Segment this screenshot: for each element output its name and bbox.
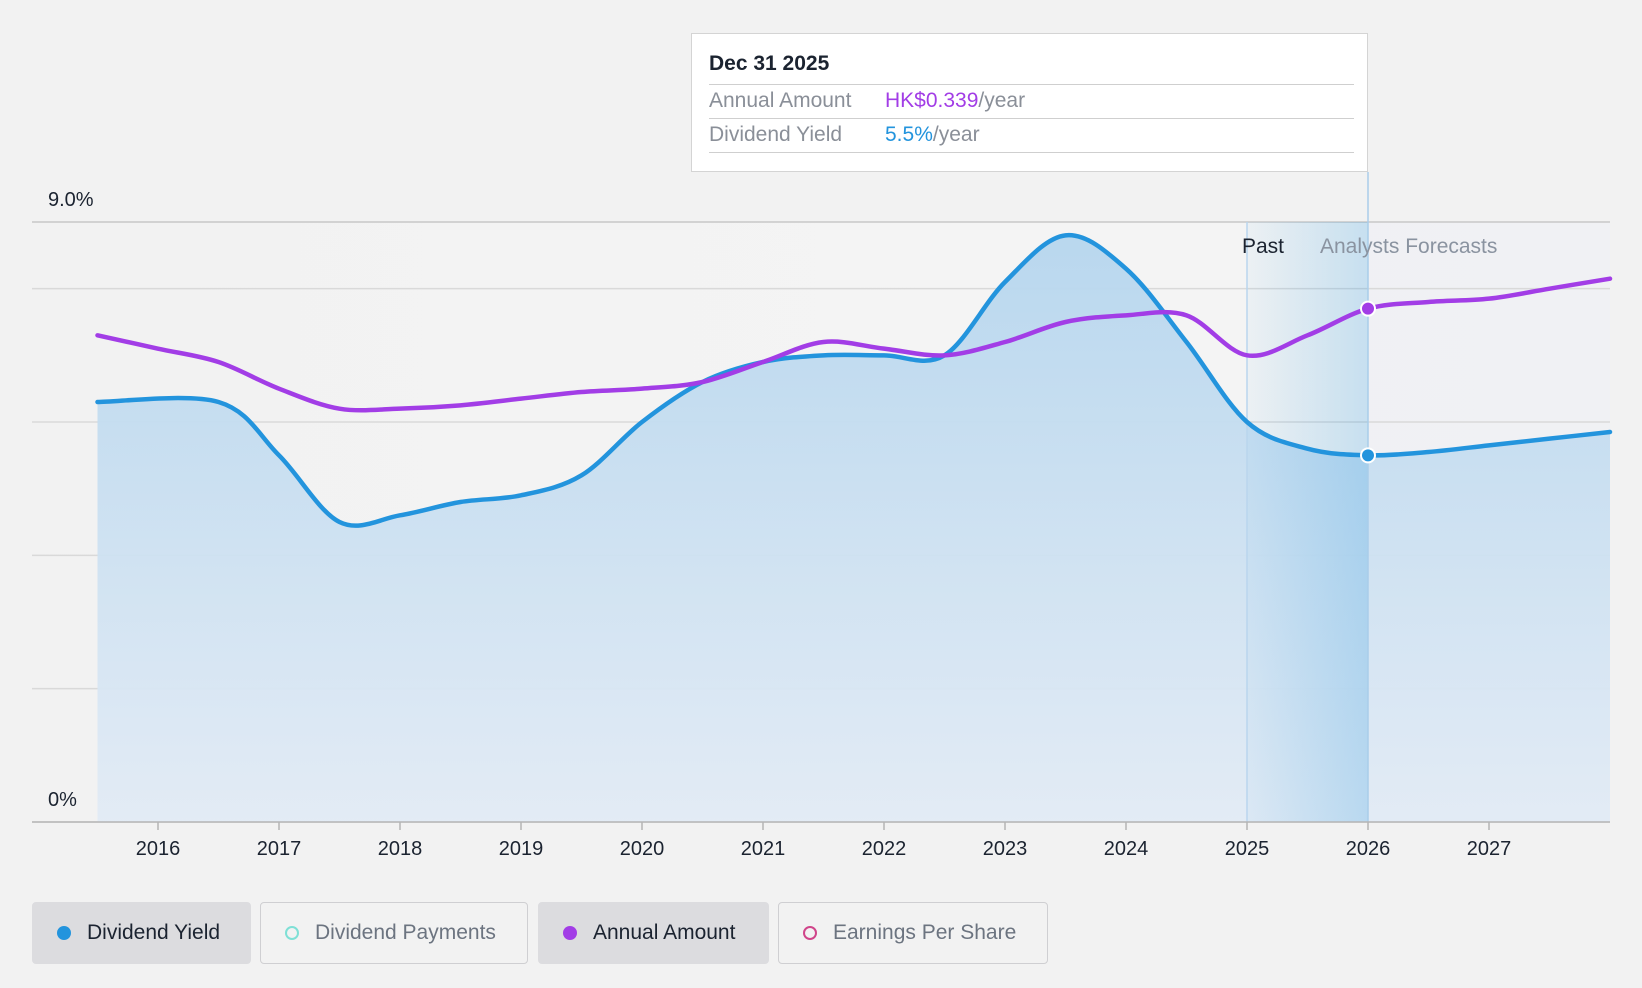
legend-annual-amount-button[interactable]: Annual Amount bbox=[538, 902, 769, 964]
x-tick-label: 2025 bbox=[1225, 838, 1270, 860]
legend-dividend-payments-button[interactable]: Dividend Payments bbox=[260, 902, 528, 964]
dividend-yield-dot-icon bbox=[57, 926, 71, 940]
past-highlight-band bbox=[1247, 222, 1368, 822]
x-tick-label: 2018 bbox=[378, 838, 423, 860]
dividend-yield-line bbox=[95, 233, 1613, 528]
legend-annual-amount-label: Annual Amount bbox=[593, 921, 736, 944]
legend-dividend-yield-label: Dividend Yield bbox=[87, 921, 221, 944]
dividend-chart: 2016 2017 2018 2019 2020 2021 2022 2023 2024 2025… bbox=[32, 33, 1613, 860]
x-tick-label: 2020 bbox=[620, 838, 665, 860]
x-tick-label: 2022 bbox=[862, 838, 907, 860]
legend-earnings-per-share-label: Earnings Per Share bbox=[833, 921, 1017, 944]
x-tick-label: 2027 bbox=[1467, 838, 1512, 860]
chart-tooltip: Dec 31 2025 Annual Amount HK$0.339/year … bbox=[691, 33, 1368, 172]
legend-earnings-per-share-button[interactable]: Earnings Per Share bbox=[778, 902, 1048, 964]
tooltip-dividend-yield-suffix: /year bbox=[932, 123, 980, 146]
x-tick-label: 2016 bbox=[136, 838, 181, 860]
dividend-yield-marker bbox=[1360, 447, 1376, 464]
earnings-per-share-dot-icon bbox=[803, 926, 817, 940]
tooltip-annual-amount-value: HK$0.339 bbox=[885, 89, 979, 112]
tooltip-annual-amount-label: Annual Amount bbox=[709, 89, 852, 112]
y-axis-min-label: 0% bbox=[48, 789, 77, 811]
legend-dividend-payments-label: Dividend Payments bbox=[315, 921, 496, 944]
tooltip-row-dividend-yield: Dividend Yield 5.5%/year bbox=[709, 118, 1354, 153]
x-tick-label: 2026 bbox=[1346, 838, 1391, 860]
annual-amount-marker bbox=[1360, 300, 1376, 317]
x-tick-label: 2019 bbox=[499, 838, 544, 860]
x-tick-label: 2023 bbox=[983, 838, 1028, 860]
dividend-payments-dot-icon bbox=[285, 926, 299, 940]
dividend-yield-area bbox=[97, 235, 1610, 823]
tooltip-date: Dec 31 2025 bbox=[709, 52, 830, 75]
x-tick-label: 2024 bbox=[1104, 838, 1149, 860]
x-tick-label: 2017 bbox=[257, 838, 302, 860]
analysts-forecasts-label: Analysts Forecasts bbox=[1320, 235, 1497, 258]
y-axis-max-label: 9.0% bbox=[48, 189, 94, 211]
legend-dividend-yield-button[interactable]: Dividend Yield bbox=[32, 902, 251, 964]
past-label: Past bbox=[1242, 235, 1284, 258]
tooltip-annual-amount-suffix: /year bbox=[978, 89, 1026, 112]
tooltip-dividend-yield-label: Dividend Yield bbox=[709, 123, 843, 146]
tooltip-row-annual-amount: Annual Amount HK$0.339/year bbox=[709, 84, 1354, 118]
x-tick-label: 2021 bbox=[741, 838, 786, 860]
chart-svg: 2016 2017 2018 2019 2020 2021 2022 2023 2024 2025… bbox=[32, 172, 1613, 860]
annual-amount-dot-icon bbox=[563, 926, 577, 940]
annual-amount-line bbox=[95, 276, 1613, 413]
tooltip-dividend-yield-value: 5.5% bbox=[885, 123, 933, 146]
